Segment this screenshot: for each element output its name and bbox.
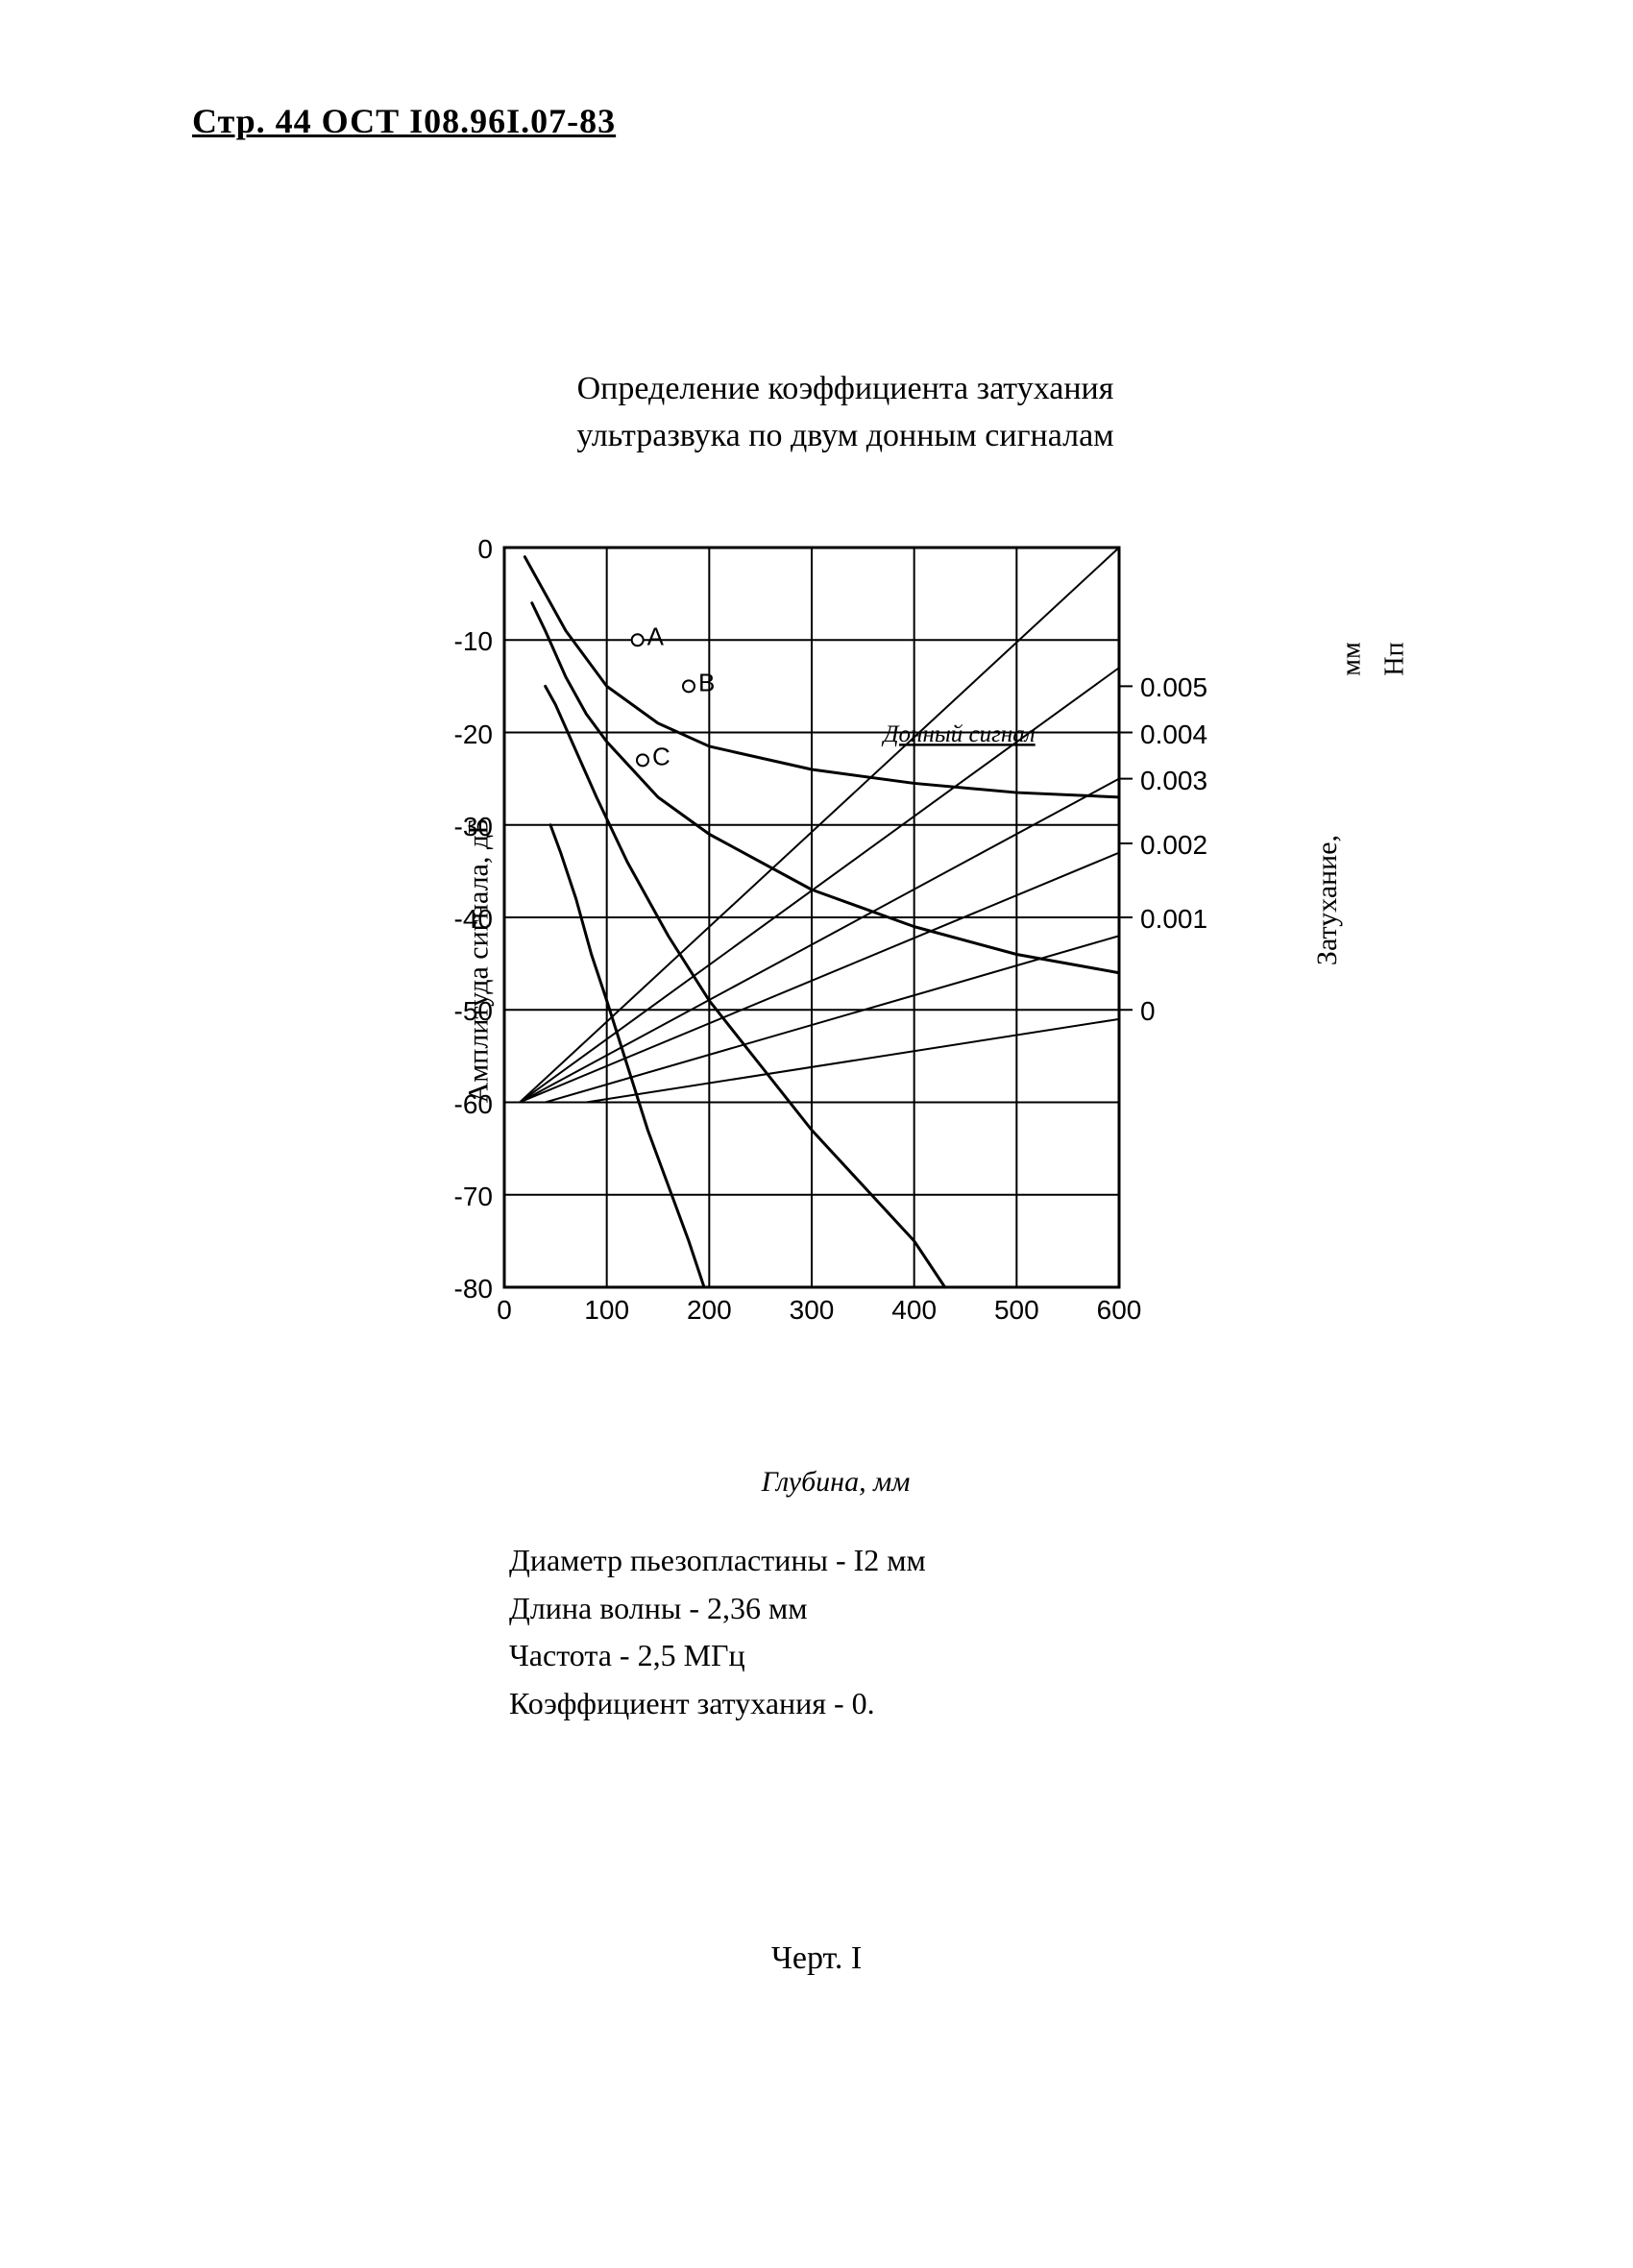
y1-tick-label: -60 xyxy=(454,1089,493,1120)
y2-tick-label: 0.001 xyxy=(1140,904,1207,935)
point-label: C xyxy=(652,742,670,770)
y2-tick-label: 0.002 xyxy=(1140,830,1207,861)
page-header: Стр. 44 ОСТ I08.96I.07-83 xyxy=(192,101,616,141)
y2-tick-label: 0.003 xyxy=(1140,766,1207,796)
figure-caption: Черт. I xyxy=(0,1940,1633,1977)
parameters-block: Диаметр пьезопластины - I2 мм Длина волн… xyxy=(509,1537,926,1727)
param-attenuation: Коэффициент затухания - 0. xyxy=(509,1680,926,1728)
y1-tick-label: -10 xyxy=(454,626,493,657)
x-tick-label: 400 xyxy=(891,1295,937,1326)
param-diameter: Диаметр пьезопластины - I2 мм xyxy=(509,1537,926,1585)
y1-tick-label: -30 xyxy=(454,812,493,842)
param-frequency: Частота - 2,5 МГц xyxy=(509,1632,926,1680)
x-tick-label: 100 xyxy=(584,1295,629,1326)
x-tick-label: 0 xyxy=(497,1295,512,1326)
point-label: A xyxy=(647,622,665,650)
annotation-donny-signal: Донный сигнал xyxy=(882,721,1036,747)
chart-title-line2: ультразвука по двум донным сигналам xyxy=(576,418,1113,453)
x-tick-label: 200 xyxy=(687,1295,732,1326)
chart-container: Амплитуда сигнала, дБ Нп мм Затухание, Г… xyxy=(365,509,1306,1412)
x-tick-label: 300 xyxy=(790,1295,835,1326)
signal-attenuation-chart: A B C Донный сигнал xyxy=(365,509,1306,1412)
chart-title-line1: Определение коэффициента затухания xyxy=(577,371,1114,406)
y2-unit1: Нп xyxy=(1379,642,1410,675)
point-label: B xyxy=(698,668,715,696)
y1-tick-label: -70 xyxy=(454,1182,493,1212)
y2-tick-label: 0.004 xyxy=(1140,719,1207,750)
y1-tick-label: -80 xyxy=(454,1274,493,1305)
param-wavelength: Длина волны - 2,36 мм xyxy=(509,1585,926,1633)
y2-tick-label: 0 xyxy=(1140,996,1156,1027)
y1-tick-label: 0 xyxy=(477,534,493,565)
y1-axis-label: Амплитуда сигнала, дБ xyxy=(462,818,495,1104)
y2-axis-label: Затухание, xyxy=(1311,835,1344,965)
y2-unit2: мм xyxy=(1336,642,1367,675)
x-axis-label: Глубина, мм xyxy=(365,1466,1306,1499)
chart-title: Определение коэффициента затухания ультр… xyxy=(480,365,1210,460)
y1-tick-label: -50 xyxy=(454,996,493,1027)
y2-tick-label: 0.005 xyxy=(1140,672,1207,703)
y1-tick-label: -40 xyxy=(454,904,493,935)
x-tick-label: 600 xyxy=(1097,1295,1142,1326)
x-tick-label: 500 xyxy=(994,1295,1039,1326)
y1-tick-label: -20 xyxy=(454,719,493,750)
